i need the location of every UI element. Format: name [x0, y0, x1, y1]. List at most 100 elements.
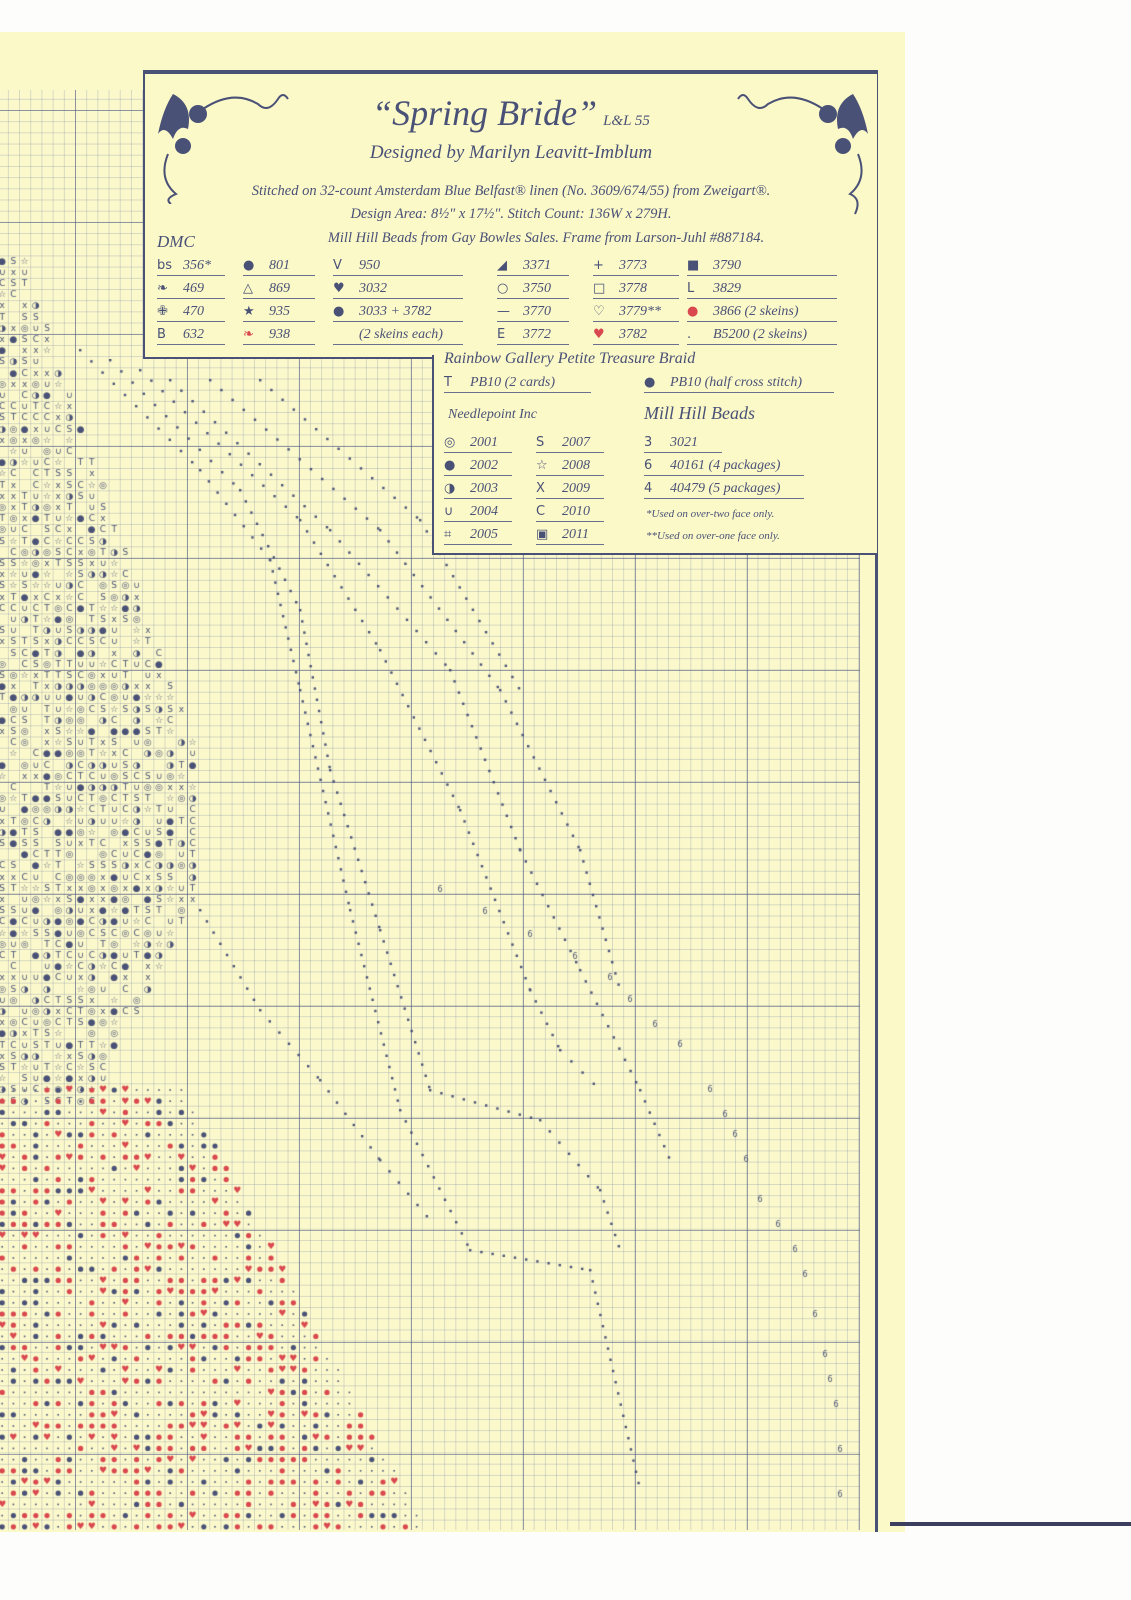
legend-entry: ❧ 938 [243, 323, 315, 345]
legend-entry: △ 869 [243, 277, 315, 299]
legend-entry: bs 356* [157, 254, 225, 276]
legend-symbol: ▣ [536, 527, 549, 542]
legend-code: 2004 [470, 504, 498, 519]
legend-code: 869 [269, 281, 290, 296]
legend-code: 3750 [523, 281, 551, 296]
legend-entry: V 950 [333, 254, 463, 276]
legend-entry: ★ 935 [243, 300, 315, 322]
legend-code: PB10 (half cross stitch) [670, 375, 803, 390]
legend-symbol: □ [593, 281, 606, 296]
pattern-title: “Spring Bride” L&L 55 [145, 92, 877, 134]
legend-symbol: ⌗ [444, 527, 452, 542]
legend-entry: ▣ 2011 [536, 523, 604, 545]
dmc-heading: DMC [157, 232, 195, 251]
legend-entry: ♡ 3779** [593, 300, 679, 322]
legend-entry: ◢ 3371 [497, 254, 569, 276]
legend-code: B5200 (2 skeins) [713, 327, 808, 342]
page-edge-rule [890, 1522, 1131, 1526]
legend-symbol: ♡ [593, 304, 605, 319]
legend-code: 3773 [619, 258, 647, 273]
legend-entry: 4 40479 (5 packages) [644, 477, 804, 499]
legend-entry: ■ 3790 [687, 254, 837, 276]
legend-code: 2008 [562, 458, 590, 473]
legend-code: 3782 [619, 327, 647, 342]
legend-symbol: ◎ [444, 435, 456, 450]
legend-entry: ● 3033 + 3782 [333, 300, 463, 322]
legend-entry: ○ 3750 [497, 277, 569, 299]
legend-code: 3778 [619, 281, 647, 296]
legend-entry: ♥ 3782 [593, 323, 679, 345]
legend-code: 40479 (5 packages) [670, 481, 781, 496]
legend-code: 938 [269, 327, 290, 342]
legend-code: 632 [183, 327, 204, 342]
legend-code: 470 [183, 304, 204, 319]
legend-entry: X 2009 [536, 477, 604, 499]
legend-symbol: . [687, 327, 692, 342]
legend-symbol: ☆ [536, 458, 548, 473]
legend-code: 2003 [470, 481, 498, 496]
legend-code: 40161 (4 packages) [670, 458, 781, 473]
legend-symbol: ● [333, 304, 345, 319]
legend-code: 3779** [619, 304, 661, 319]
legend-symbol: ◢ [497, 258, 507, 273]
legend-symbol: X [536, 481, 545, 496]
legend-code: 2007 [562, 435, 590, 450]
legend-code: 2011 [562, 527, 589, 542]
legend-symbol: L [687, 281, 695, 296]
legend-entry: ∪ 2004 [444, 500, 512, 522]
legend-entry: 6 40161 (4 packages) [644, 454, 804, 476]
legend-entry: ☆ 2008 [536, 454, 604, 476]
footnote: *Used on over-two face only. [646, 508, 775, 520]
legend-code: 356* [183, 258, 211, 273]
legend-entry: L 3829 [687, 277, 837, 299]
legend-code: 3032 [359, 281, 387, 296]
legend-code: 3790 [713, 258, 741, 273]
fabric-info: Stitched on 32-count Amsterdam Blue Belf… [251, 183, 771, 199]
legend-entry: ◑ 2003 [444, 477, 512, 499]
legend-entry: T PB10 (2 cards) [444, 371, 591, 393]
legend-code: 935 [269, 304, 290, 319]
footnote: **Used on over-one face only. [646, 530, 780, 542]
legend-code: 2005 [470, 527, 498, 542]
legend-code: 2002 [470, 458, 498, 473]
legend-entry: . B5200 (2 skeins) [687, 323, 837, 345]
legend-symbol: + [593, 258, 604, 273]
legend-entry: (2 skeins each) [333, 323, 463, 345]
pattern-code: L&L 55 [603, 113, 650, 129]
legend-entry: ● PB10 (half cross stitch) [644, 371, 834, 393]
legend-symbol: △ [243, 281, 253, 296]
legend-code: 2009 [562, 481, 590, 496]
half-cross-stitch-icon: ● [644, 375, 656, 390]
legend-entry: S 2007 [536, 431, 604, 453]
needlepoint-heading: Needlepoint Inc [448, 407, 538, 422]
legend-code: 950 [359, 258, 380, 273]
legend-symbol: E [497, 327, 506, 342]
legend-symbol: — [497, 304, 510, 319]
legend-code: 3829 [713, 281, 741, 296]
legend-symbol: 3 [644, 435, 653, 450]
legend-code: 3770 [523, 304, 551, 319]
title-text: “Spring Bride” [372, 93, 598, 133]
legend-entry: +3773 [593, 254, 679, 276]
legend-code: PB10 (2 cards) [470, 375, 556, 390]
border-top [143, 70, 878, 72]
legend-entry: ⌗ 2005 [444, 523, 512, 545]
legend-entry: ● 801 [243, 254, 315, 276]
legend-symbol: B [157, 327, 166, 342]
legend-symbol: ★ [243, 304, 255, 319]
legend-symbol: ● [243, 258, 255, 273]
legend-entry: ● 2002 [444, 454, 512, 476]
legend-entry: E 3772 [497, 323, 569, 345]
legend-entry: ● 3866 (2 skeins) [687, 300, 837, 322]
legend-entry: ♥ 3032 [333, 277, 463, 299]
rainbow-heading: Rainbow Gallery Petite Treasure Braid [444, 350, 696, 367]
legend-entry: ✙ 470 [157, 300, 225, 322]
legend-symbol: ◑ [444, 481, 456, 496]
legend-symbol: bs [157, 258, 173, 273]
legend-symbol: ✙ [157, 304, 168, 319]
legend-symbol: ❧ [157, 281, 168, 296]
legend-code: 3772 [523, 327, 551, 342]
border-right [875, 70, 878, 1532]
legend-secondary: Rainbow Gallery Petite Treasure Braid T P… [432, 350, 877, 555]
millhill-heading: Mill Hill Beads [644, 403, 755, 423]
